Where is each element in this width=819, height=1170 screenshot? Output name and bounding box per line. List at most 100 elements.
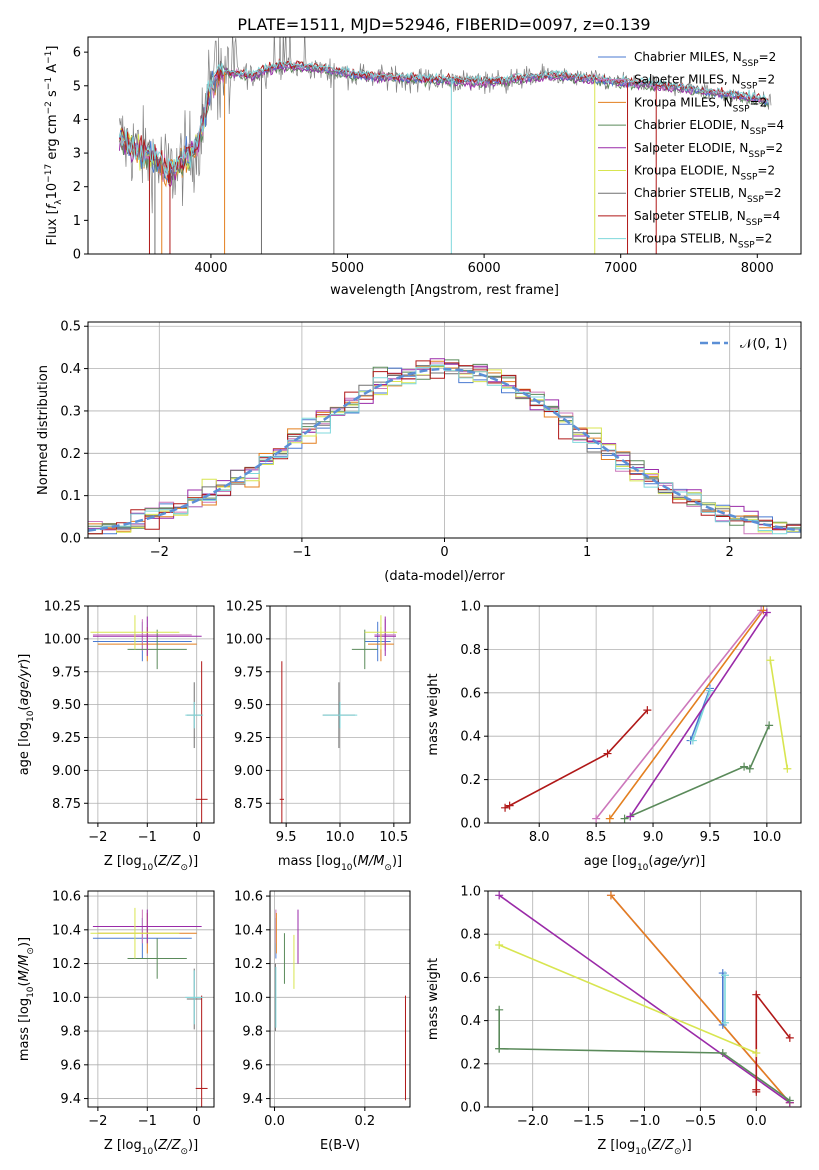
x-tick-label: −1 — [138, 1114, 157, 1129]
mass-weight-line — [498, 944, 757, 1054]
x-tick-label: 0.0 — [264, 1114, 285, 1129]
error-bar-point — [127, 629, 187, 670]
mass-weight-marker — [495, 1044, 504, 1053]
mass-weight-marker — [765, 721, 774, 730]
plot-area — [498, 894, 791, 1104]
legend-label: Salpeter ELODIE, NSSP=2 — [634, 141, 783, 160]
x-tick-label: −1.0 — [629, 1114, 661, 1129]
x-tick-label: 6000 — [468, 261, 501, 276]
y-tick-label: 10.0 — [52, 991, 81, 1006]
histogram-x-label: (data-model)/error — [384, 569, 505, 584]
x-tick-label: 9.5 — [700, 830, 721, 845]
mass-weight-line — [769, 660, 789, 769]
y-tick-label: 3 — [73, 147, 81, 162]
spectrum-title: PLATE=1511, MJD=52946, FIBERID=0097, z=0… — [237, 15, 650, 34]
error-bar-point — [364, 615, 398, 650]
x-tick-label: −2 — [88, 1114, 107, 1129]
model-spectrum-line — [118, 60, 769, 181]
plot-area — [90, 615, 208, 823]
y-tick-label: 0.0 — [60, 532, 81, 547]
error-bar-point — [90, 615, 180, 650]
z-weight-axes: −2.0 −1.5 −1.0 −0.5 0.0 0.0 0.2 0.4 0.6 0.8 1.0 Z [… — [426, 885, 802, 1157]
mass-age-axes: 9.5 10.0 10.5 8.75 9.00 9.25 9.50 9.75 10.00 10.2… — [226, 600, 411, 873]
plot-area — [274, 909, 406, 1101]
plot-area — [279, 615, 398, 823]
z-age-axes-x-label: Z [log10(Z/Z⊙)] — [104, 854, 198, 873]
mass-weight-line — [755, 992, 791, 1092]
y-tick-label: 0.0 — [460, 1101, 481, 1116]
y-tick-label: 0.8 — [460, 643, 481, 658]
x-tick-label: 4000 — [194, 261, 227, 276]
error-bar-point — [364, 621, 391, 662]
x-tick-label: 5000 — [331, 261, 364, 276]
mass-weight-marker — [495, 891, 504, 900]
x-tick-label: 10.0 — [752, 830, 781, 845]
error-bar-point — [92, 616, 202, 656]
mass-weight-marker — [720, 1018, 729, 1027]
mass-weight-marker — [505, 801, 514, 810]
y-tick-label: 10.25 — [44, 600, 81, 615]
mass-weight-line — [504, 709, 648, 809]
error-bar-point — [92, 619, 192, 651]
y-tick-label: 1.0 — [460, 885, 481, 900]
error-bar-point — [279, 661, 284, 823]
y-tick-label: 10.2 — [234, 957, 263, 972]
age-weight-axes: 8.0 8.5 9.0 9.5 10.0 0.0 0.2 0.4 0.6 0.8 1.0 age [l… — [426, 600, 802, 873]
x-tick-label: −1 — [138, 830, 157, 845]
error-bar-point — [322, 702, 358, 729]
y-tick-label: 9.8 — [242, 1025, 263, 1040]
mass-weight-marker — [606, 891, 615, 900]
legend-label: Kroupa STELIB, NSSP=2 — [634, 232, 772, 251]
mass-weight-marker — [740, 762, 749, 771]
y-tick-label: 9.25 — [52, 731, 81, 746]
error-bar-point — [185, 702, 204, 729]
x-tick-label: −0.5 — [685, 1114, 717, 1129]
mass-weight-marker — [605, 814, 614, 823]
y-tick-label: 0.6 — [460, 686, 481, 701]
mass-weight-marker — [592, 814, 601, 823]
x-tick-label: 8.5 — [586, 830, 607, 845]
y-tick-label: 0.4 — [460, 730, 481, 745]
y-tick-label: 2 — [73, 180, 81, 195]
spectrum-axes: 4000 5000 6000 7000 8000 0 1 2 3 4 5 6 Chabrier MILE… — [44, 36, 802, 298]
y-tick-label: 0.8 — [460, 928, 481, 943]
mass-weight-marker — [501, 803, 510, 812]
y-tick-label: 10.4 — [234, 923, 263, 938]
axes-frame — [87, 605, 215, 824]
y-tick-label: 1 — [73, 214, 81, 229]
error-bar-point — [351, 629, 378, 670]
spectrum-x-label: wavelength [Angstrom, rest frame] — [330, 283, 559, 298]
z-mass-axes: −2 −1 0 9.4 9.6 9.8 10.0 10.2 10.4 10.6 Z [log10(Z… — [17, 890, 215, 1157]
y-tick-label: 1.0 — [460, 600, 481, 615]
y-tick-label: 4 — [73, 113, 81, 128]
z-weight-axes-y-label: mass weight — [426, 958, 441, 1040]
y-tick-label: 9.4 — [242, 1092, 263, 1107]
axes-frame — [269, 890, 411, 1108]
legend-label: 𝒩(0, 1) — [740, 337, 787, 352]
legend-label: Salpeter STELIB, NSSP=4 — [634, 209, 780, 228]
x-tick-label: 8.0 — [529, 830, 550, 845]
mass-weight-line — [610, 894, 791, 1104]
y-tick-label: 0.5 — [60, 320, 81, 335]
y-tick-label: 5 — [73, 79, 81, 94]
mass-age-axes-x-label: mass [log10(M/M⊙)] — [278, 854, 402, 873]
y-tick-label: 10.6 — [52, 890, 81, 905]
x-tick-label: 10.5 — [379, 830, 408, 845]
y-tick-label: 9.00 — [234, 764, 263, 779]
mass-weight-marker — [766, 656, 775, 665]
x-tick-label: 0.2 — [354, 1114, 375, 1129]
y-tick-label: 10.6 — [234, 890, 263, 905]
mass-weight-marker — [783, 764, 792, 773]
y-tick-label: 0.2 — [460, 773, 481, 788]
x-tick-label: 2 — [726, 545, 734, 560]
x-tick-label: 9.5 — [276, 830, 297, 845]
error-bar-point — [374, 616, 396, 656]
z-mass-axes-x-label: Z [log10(Z/Z⊙)] — [104, 1138, 198, 1157]
mass-weight-marker — [495, 941, 504, 949]
y-tick-label: 9.6 — [60, 1058, 81, 1073]
x-tick-label: 0.0 — [746, 1114, 767, 1129]
histogram-y-label: Normed distribution — [36, 365, 51, 495]
mass-weight-line — [624, 725, 770, 820]
mass-weight-line — [629, 612, 768, 817]
axes-frame — [87, 36, 802, 255]
